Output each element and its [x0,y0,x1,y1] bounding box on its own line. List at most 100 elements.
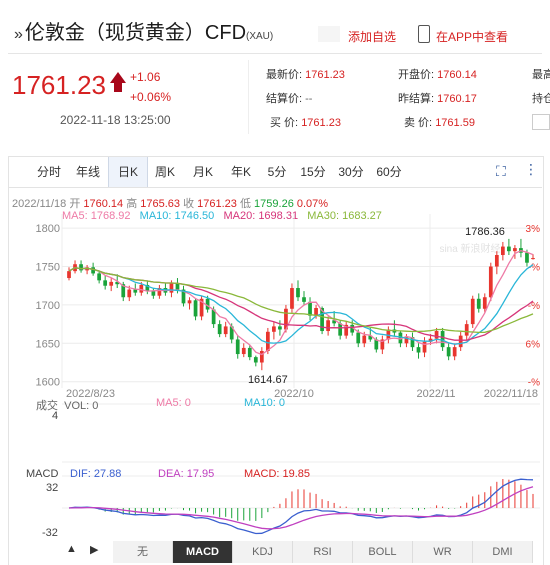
candle-35 [278,326,282,330]
fullscreen-icon[interactable]: ⛶ [496,163,506,179]
dif-line [68,478,534,535]
candle-51 [374,339,379,350]
phone-icon [418,25,430,43]
candle-42 [320,307,324,332]
settle-price: 结算价: -- [266,93,313,105]
candle-28 [235,339,240,355]
candle-64 [452,347,457,357]
macd-tick-bottom: -32 [42,527,58,539]
scroll-right-icon[interactable]: ▶ [90,544,99,556]
sell-price: 卖 价: 1761.59 [404,117,475,129]
candle-2 [79,264,83,271]
candle-9 [121,284,126,298]
candle-11 [133,289,138,293]
candle-46 [344,324,349,336]
x-label-0: 2022/8/23 [66,388,115,400]
macd-dea: DEA: 17.95 [158,468,215,480]
tab-9[interactable]: 60分 [376,165,402,179]
candle-15 [157,288,162,296]
tab-5[interactable]: 年K [230,165,251,179]
indicator-tab-6[interactable]: DMI [473,541,533,563]
pct-tick-3: 6% [526,339,541,350]
indicator-tab-3[interactable]: RSI [293,541,353,563]
candle-37 [290,288,294,309]
candle-77 [531,258,535,260]
vol-tick: 4 [52,410,59,422]
instrument-name: 伦敦金（现货黄金）CFD [24,22,247,44]
candle-33 [265,331,270,351]
candle-59 [422,341,427,353]
candle-4 [91,267,95,274]
tab-6[interactable]: 5分 [267,165,287,179]
candle-69 [482,297,487,309]
candle-27 [229,326,234,340]
y-tick-1: 1750 [36,262,60,274]
indicator-tab-5[interactable]: WR [413,541,473,563]
candle-61 [434,331,439,339]
candle-68 [476,298,481,309]
pct-tick-1: -% [528,263,540,274]
candle-71 [494,255,499,267]
candle-63 [446,347,451,357]
candle-30 [247,347,252,358]
qr-icon [318,26,340,42]
tab-0[interactable]: 分时 [36,165,61,179]
add-watchlist-link[interactable]: 添加自选 [348,30,397,44]
up-arrow-icon-stem [114,83,122,92]
candle-8 [115,281,120,285]
dea-line [68,486,534,530]
candle-48 [356,332,361,344]
candle-17 [169,283,174,293]
indicator-tab-0[interactable]: 无 [113,541,173,563]
divider [8,53,542,54]
tab-3[interactable]: 周K [154,165,175,179]
current-price: 1761.23 [12,70,106,100]
ma-info: MA5: 1768.92 MA10: 1746.50 MA20: 1698.31… [62,210,382,222]
candle-58 [416,347,421,353]
candle-44 [332,320,337,324]
tab-8[interactable]: 30分 [338,165,364,179]
max-annotation: 1786.36 [465,226,505,238]
latest-price: 最新价: 1761.23 [266,69,345,81]
pct-tick-0: 3% [526,224,541,235]
more-icon[interactable]: ⋮ [524,161,538,177]
candle-70 [488,266,493,298]
candle-47 [350,324,355,333]
candle-23 [205,298,210,310]
candle-0 [67,271,71,279]
candle-21 [193,300,198,317]
candle-76 [525,252,529,263]
period-tabbar [9,157,542,188]
y-tick-4: 1600 [36,377,60,389]
tab-1[interactable]: 年线 [75,165,100,179]
indicator-tab-4[interactable]: BOLL [353,541,413,563]
candle-36 [284,308,288,330]
candle-32 [259,350,264,363]
indicator-tab-2[interactable]: KDJ [233,541,293,563]
candle-13 [145,284,150,292]
tab-7[interactable]: 15分 [300,165,326,179]
kline-info: 2022/11/18 开 1760.14 高 1765.63 收 1761.23… [12,198,329,210]
candle-34 [272,326,276,332]
vol-ma10: MA10: 0 [244,397,285,409]
candle-49 [362,335,367,344]
candle-7 [109,281,114,286]
macd-dif: DIF: 27.88 [70,468,122,480]
macd-label: MACD [26,468,59,480]
pct-tick-4: -% [528,378,540,389]
pct-tick-2: -% [528,301,540,312]
candle-50 [368,335,373,340]
tab-2[interactable]: 日K [108,157,148,187]
view-in-app-link[interactable]: 在APP中查看 [436,30,509,44]
scroll-left-icon[interactable]: ▲ [66,543,77,555]
vol-info: 成交 VOL: 0 [36,400,99,412]
candle-39 [302,297,306,302]
candle-14 [151,291,156,296]
candle-66 [464,324,469,336]
candle-6 [103,280,108,286]
divider [248,60,249,134]
indicator-tab-1[interactable]: MACD [173,541,233,563]
tab-4[interactable]: 月K [192,165,213,179]
up-arrow-icon [110,72,126,83]
